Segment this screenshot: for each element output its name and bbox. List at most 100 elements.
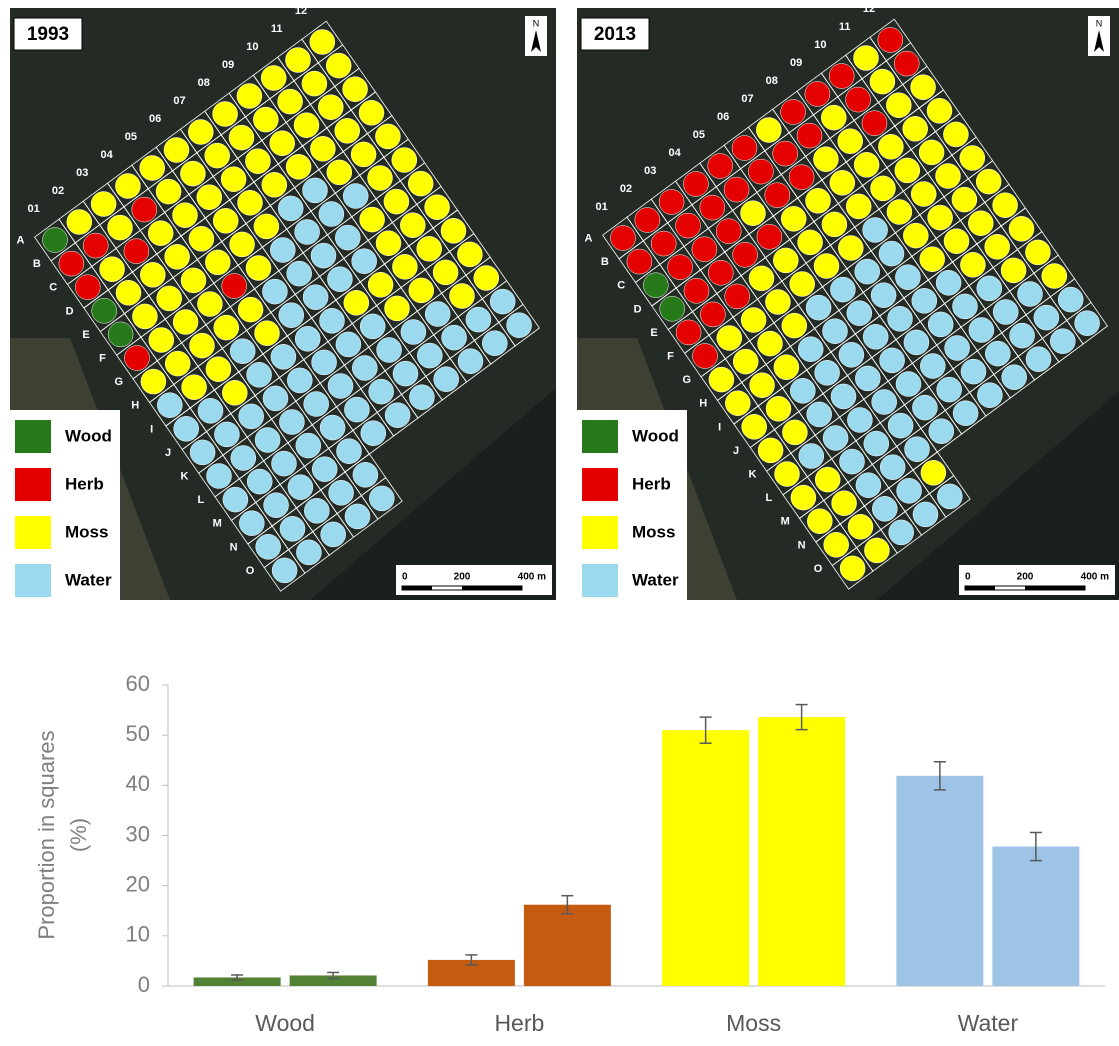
- pie: [409, 384, 435, 410]
- pie: [319, 414, 346, 441]
- pie: [360, 420, 387, 446]
- error-bar: [231, 974, 244, 981]
- pie: [237, 190, 263, 216]
- row-label: L: [765, 492, 772, 504]
- pie: [877, 27, 904, 53]
- column-label: 04: [668, 147, 681, 159]
- pie: [748, 158, 774, 185]
- pie: [968, 210, 994, 236]
- row-label: O: [814, 563, 823, 575]
- bar: [758, 717, 846, 986]
- pie: [91, 298, 117, 324]
- pie: [352, 462, 379, 488]
- pie: [853, 45, 879, 71]
- row-label: N: [230, 541, 238, 553]
- pie: [296, 539, 322, 566]
- pie: [985, 340, 1011, 367]
- pie: [847, 407, 873, 433]
- pie: [902, 116, 928, 142]
- pie: [66, 209, 93, 235]
- pie: [725, 390, 751, 416]
- row-label: H: [699, 398, 707, 410]
- pie: [992, 299, 1019, 325]
- row-label: A: [584, 232, 592, 244]
- column-label: 07: [741, 93, 753, 105]
- legend-swatch: [582, 564, 618, 597]
- pie: [780, 99, 806, 125]
- pie: [245, 255, 272, 281]
- pie: [910, 74, 936, 100]
- pie: [846, 300, 873, 326]
- row-label: K: [748, 468, 756, 480]
- pie: [344, 396, 370, 423]
- pie: [855, 472, 882, 498]
- pie: [181, 374, 207, 400]
- pie: [887, 306, 913, 332]
- pie: [878, 134, 904, 160]
- column-label: 09: [222, 59, 234, 71]
- bar: [289, 975, 377, 986]
- pie: [911, 288, 938, 314]
- pie: [58, 250, 85, 277]
- pie: [310, 136, 336, 162]
- pie: [1025, 346, 1052, 372]
- pie: [774, 461, 800, 487]
- column-label: 05: [125, 131, 137, 143]
- pie: [155, 178, 182, 205]
- pie: [310, 242, 337, 269]
- pie: [325, 52, 352, 79]
- pie: [222, 380, 248, 406]
- pie: [1074, 310, 1100, 336]
- column-label: 08: [766, 75, 778, 87]
- column-label: 12: [863, 3, 875, 15]
- pie: [1041, 263, 1068, 289]
- pie: [723, 176, 750, 203]
- pie: [172, 309, 199, 335]
- pie: [367, 272, 394, 298]
- column-label: 06: [717, 111, 729, 123]
- pie: [887, 412, 914, 439]
- pie: [847, 514, 874, 540]
- row-label: I: [718, 421, 721, 433]
- error-bar: [699, 716, 712, 744]
- pie: [263, 492, 289, 518]
- pie: [1009, 322, 1035, 349]
- column-label: 04: [100, 149, 113, 161]
- row-label: L: [197, 494, 204, 506]
- pie: [212, 101, 238, 127]
- pie: [336, 438, 362, 464]
- pie: [271, 557, 298, 584]
- pie: [246, 468, 273, 495]
- scale-bar: [402, 586, 432, 590]
- pie: [864, 537, 890, 564]
- pie: [351, 248, 377, 274]
- pie: [805, 188, 831, 214]
- pie: [424, 301, 451, 327]
- column-label: 05: [693, 129, 705, 141]
- row-label: G: [683, 374, 692, 386]
- pie: [928, 418, 955, 444]
- scale-label: 400 m: [518, 572, 546, 583]
- pie: [829, 170, 856, 196]
- pie: [936, 376, 962, 403]
- row-label: K: [180, 470, 188, 482]
- pie: [271, 450, 297, 477]
- pie: [863, 430, 890, 457]
- pie: [805, 294, 832, 321]
- pie: [788, 164, 815, 190]
- scale-label: 0: [965, 572, 971, 583]
- terrain: [310, 388, 556, 600]
- pie: [715, 218, 742, 244]
- pie: [277, 88, 303, 115]
- pie: [797, 336, 824, 362]
- pie: [1025, 239, 1051, 266]
- pie: [708, 366, 735, 393]
- pie: [870, 175, 896, 202]
- pie: [853, 152, 880, 178]
- pie: [935, 270, 962, 296]
- scale-label: 400 m: [1081, 572, 1109, 583]
- pie: [238, 403, 264, 430]
- pie: [140, 368, 167, 395]
- pie: [239, 510, 265, 536]
- pie: [392, 254, 418, 280]
